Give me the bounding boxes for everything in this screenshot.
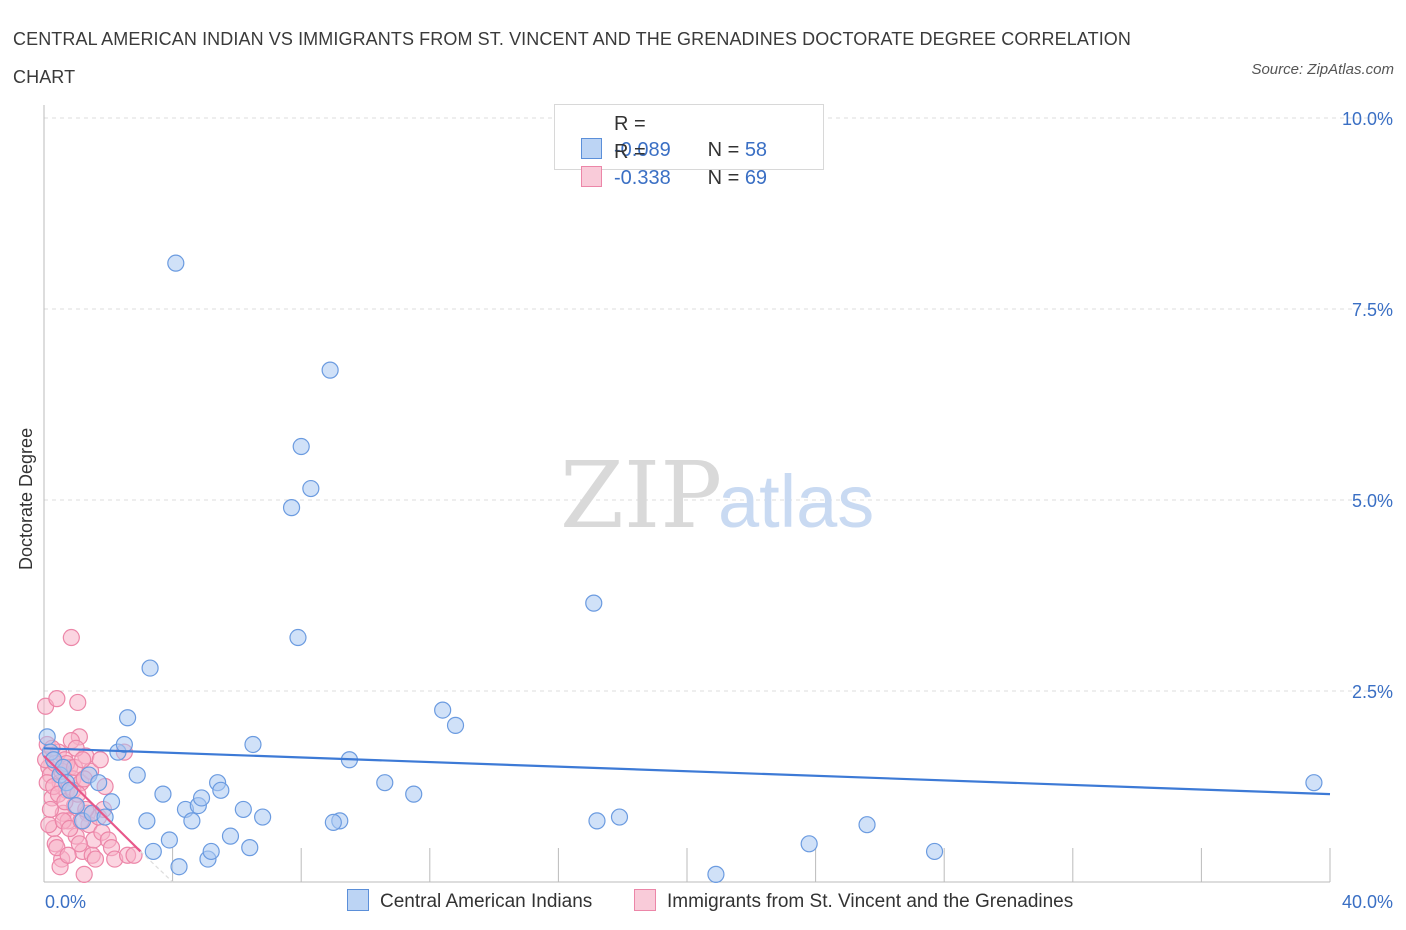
- legend-r-value: -0.089: [614, 139, 671, 161]
- data-point-blue: [244, 735, 262, 754]
- y-tick-label: 2.5%: [1352, 682, 1393, 702]
- data-point-blue: [321, 361, 339, 379]
- data-point-blue: [128, 766, 146, 784]
- data-point-blue: [234, 800, 252, 819]
- bottom-legend-label-pink: Immigrants from St. Vincent and the Gren…: [667, 891, 1074, 912]
- bottom-legend-pink: Immigrants from St. Vincent and the Gren…: [634, 889, 1073, 915]
- data-point-blue: [90, 774, 108, 792]
- watermark-atlas: atlas: [718, 460, 874, 543]
- data-point-blue: [183, 812, 201, 830]
- chart-title: CENTRAL AMERICAN INDIAN VS IMMIGRANTS FR…: [13, 29, 1132, 87]
- data-point-blue: [446, 716, 465, 734]
- y-tick-label: 7.5%: [1352, 300, 1393, 320]
- legend-row-blue: R = -0.089 N = 58: [581, 111, 767, 161]
- bottom-legend-swatch-blue: [347, 889, 369, 911]
- data-point-blue: [54, 758, 72, 777]
- data-point-blue: [707, 865, 725, 883]
- data-point-blue: [292, 437, 310, 456]
- y-axis-label: Doctorate Degree: [16, 427, 36, 570]
- data-point-blue: [141, 659, 159, 677]
- legend-swatch-pink: [581, 166, 602, 187]
- data-point-blue: [154, 785, 172, 803]
- series-blue-points: [38, 254, 1323, 883]
- trend-lines: [43, 747, 1331, 883]
- data-point-blue: [115, 735, 133, 754]
- data-point-blue: [324, 813, 342, 832]
- data-point-blue: [254, 808, 272, 826]
- legend-n-value: 58: [744, 139, 768, 161]
- data-point-pink: [40, 816, 58, 834]
- data-point-pink: [59, 846, 77, 864]
- legend-n-label: N =: [707, 139, 745, 161]
- data-point-pink: [70, 835, 88, 853]
- data-point-blue: [38, 728, 56, 746]
- trend-line-pink: [43, 755, 142, 853]
- data-point-pink: [91, 751, 109, 769]
- data-point-blue: [212, 781, 230, 799]
- watermark: ZIP atlas: [560, 442, 874, 549]
- data-point-blue: [610, 808, 629, 826]
- tick-labels: 2.5% 5.0% 7.5% 10.0% 0.0% 40.0%: [45, 109, 1393, 912]
- legend-n-label: N =: [707, 167, 745, 189]
- legend-swatch-blue: [581, 138, 602, 159]
- data-point-blue: [241, 839, 259, 857]
- data-point-blue: [102, 793, 121, 811]
- trend-line-blue: [43, 747, 1331, 796]
- data-point-blue: [800, 835, 818, 853]
- legend-r-value: -0.338: [614, 167, 671, 189]
- grid-lines: [44, 117, 1392, 692]
- data-point-blue: [405, 785, 423, 803]
- data-point-blue: [302, 479, 320, 498]
- trend-extension-pink: [140, 851, 174, 883]
- legend-r-label: R =: [614, 113, 646, 135]
- data-point-blue: [138, 812, 156, 830]
- data-point-blue: [588, 812, 606, 830]
- data-point-blue: [160, 831, 178, 849]
- data-point-pink: [48, 690, 66, 708]
- data-point-blue: [434, 701, 452, 719]
- data-point-pink: [69, 693, 87, 712]
- data-point-blue: [585, 594, 603, 612]
- source-label: Source: ZipAtlas.com: [1251, 61, 1394, 78]
- data-point-blue: [170, 858, 188, 876]
- data-point-blue: [67, 796, 85, 815]
- data-point-blue: [858, 816, 876, 834]
- data-point-blue: [282, 499, 301, 517]
- legend-n-value: 69: [744, 167, 768, 189]
- data-point-pink: [73, 751, 92, 769]
- data-point-blue: [202, 842, 220, 861]
- data-point-blue: [167, 254, 185, 272]
- bottom-legend-blue: Central American Indians: [347, 889, 592, 915]
- legend-row-pink: R = -0.338 N = 69: [581, 139, 767, 189]
- data-point-blue: [289, 628, 307, 647]
- data-point-blue: [925, 842, 944, 861]
- data-point-blue: [1305, 774, 1323, 792]
- data-point-blue: [376, 774, 394, 792]
- watermark-zip: ZIP: [560, 442, 722, 549]
- data-point-blue: [192, 789, 211, 807]
- data-point-blue: [221, 827, 240, 845]
- data-point-pink: [86, 850, 105, 868]
- data-point-pink: [75, 865, 93, 883]
- data-point-pink: [41, 800, 60, 819]
- data-point-pink: [62, 628, 80, 647]
- y-tick-label: 5.0%: [1352, 491, 1393, 511]
- bottom-legend-swatch-pink: [634, 889, 656, 911]
- x-tick-label: 0.0%: [45, 892, 86, 912]
- y-tick-label: 10.0%: [1342, 109, 1393, 129]
- x-tick-label: 40.0%: [1342, 892, 1393, 912]
- bottom-legend-label-blue: Central American Indians: [380, 891, 593, 912]
- data-point-pink: [125, 846, 143, 864]
- legend-r-label: R =: [614, 141, 646, 163]
- data-point-blue: [118, 709, 137, 727]
- data-point-blue: [61, 781, 79, 799]
- data-point-blue: [144, 842, 162, 861]
- correlation-legend: R = -0.089 N = 58 R = -0.338 N = 69: [554, 104, 824, 189]
